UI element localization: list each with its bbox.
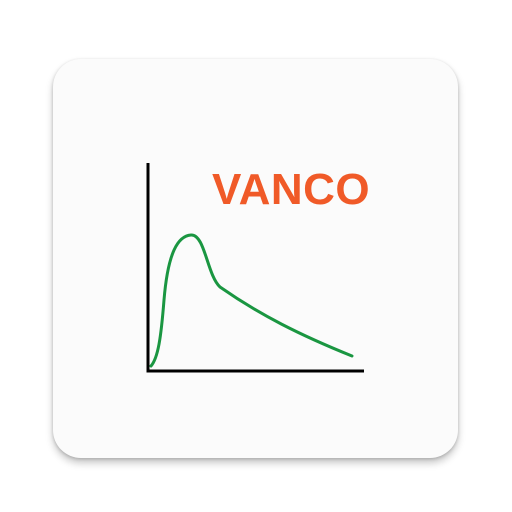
concentration-curve: [149, 233, 354, 368]
app-title: VANCO: [212, 165, 371, 214]
app-icon-card[interactable]: [53, 59, 458, 458]
chart-axes: [146, 163, 364, 373]
